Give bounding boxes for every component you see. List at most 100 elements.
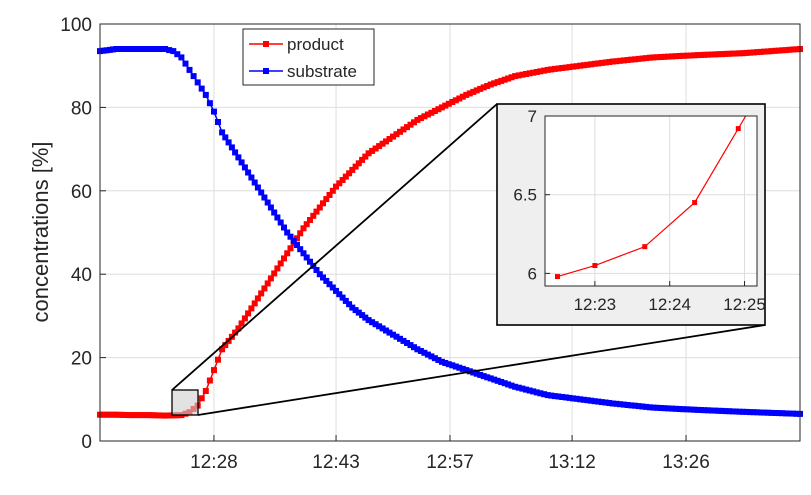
data-point-product xyxy=(541,67,548,74)
data-point-product xyxy=(562,64,569,71)
data-point-substrate xyxy=(566,394,573,401)
data-point-substrate xyxy=(789,410,796,417)
data-point-substrate xyxy=(537,390,544,397)
data-point-product xyxy=(390,133,396,140)
inset-y-tick-label-7: 7 xyxy=(528,107,537,126)
data-point-product xyxy=(329,187,336,194)
data-point-substrate xyxy=(747,409,754,416)
data-point-substrate xyxy=(508,382,515,389)
data-point-substrate xyxy=(628,402,635,409)
data-point-substrate xyxy=(274,214,281,221)
data-point-substrate xyxy=(136,46,143,52)
data-point-substrate xyxy=(376,323,383,330)
data-point-product xyxy=(397,128,403,135)
inset-y-tick-label-6-5: 6.5 xyxy=(513,186,537,205)
data-point-product xyxy=(372,145,379,152)
data-point-substrate xyxy=(407,342,414,349)
data-point-product xyxy=(365,150,372,157)
data-point-substrate xyxy=(519,385,526,392)
data-point-substrate xyxy=(162,46,169,52)
data-point-product xyxy=(431,108,438,114)
data-point-substrate xyxy=(512,383,519,390)
data-point-product xyxy=(743,49,750,56)
data-point-substrate xyxy=(303,254,310,261)
data-point-product xyxy=(473,87,480,94)
data-point-substrate xyxy=(155,46,162,52)
data-point-substrate xyxy=(779,410,786,417)
inset-data-point xyxy=(692,200,698,206)
data-point-substrate xyxy=(431,355,438,362)
data-point-product xyxy=(676,53,683,59)
data-point-substrate xyxy=(624,402,631,408)
data-point-product xyxy=(113,411,120,418)
zoom-connector-top xyxy=(171,103,498,391)
data-point-product xyxy=(786,46,793,53)
data-point-substrate xyxy=(202,91,209,98)
data-point-substrate xyxy=(428,353,435,360)
data-point-substrate xyxy=(132,46,139,52)
data-point-product xyxy=(320,200,326,207)
data-point-product xyxy=(782,47,789,54)
legend-item-substrate: substrate xyxy=(249,62,357,81)
data-point-substrate xyxy=(643,403,650,410)
y-tick-label-60: 60 xyxy=(71,182,92,203)
data-point-substrate xyxy=(390,331,396,338)
inset-x-tick-label-12-23: 12:23 xyxy=(574,295,617,314)
data-point-substrate xyxy=(456,364,463,371)
data-point-product xyxy=(613,58,620,65)
data-point-substrate xyxy=(733,408,739,415)
data-point-product xyxy=(103,411,110,418)
data-point-product xyxy=(459,93,466,100)
data-point-substrate xyxy=(355,309,362,316)
data-point-substrate xyxy=(248,174,255,181)
data-point-product xyxy=(369,147,376,154)
data-point-product xyxy=(126,412,133,419)
data-point-substrate xyxy=(264,199,271,206)
data-point-substrate xyxy=(103,47,110,54)
data-point-product xyxy=(152,412,159,419)
data-point-product xyxy=(165,412,172,419)
data-point-product xyxy=(300,225,307,232)
data-point-product xyxy=(379,140,386,147)
data-point-substrate xyxy=(719,407,726,414)
y-tick-label-0: 0 xyxy=(81,432,92,453)
inset-data-point xyxy=(735,126,741,132)
legend-marker-product xyxy=(263,41,269,47)
data-point-product xyxy=(698,52,705,58)
data-point-substrate xyxy=(178,54,185,61)
data-point-product xyxy=(665,53,672,60)
data-point-substrate xyxy=(336,291,343,298)
data-point-substrate xyxy=(417,348,424,354)
data-point-substrate xyxy=(106,46,113,53)
data-point-product xyxy=(650,54,657,61)
data-point-product xyxy=(215,356,221,363)
data-point-product xyxy=(400,126,407,133)
data-point-product xyxy=(155,412,162,419)
data-point-substrate xyxy=(411,344,417,351)
inset-series xyxy=(554,115,747,280)
data-point-product xyxy=(779,47,786,54)
data-point-product xyxy=(414,116,421,123)
data-point-substrate xyxy=(215,119,221,125)
data-point-substrate xyxy=(487,375,494,382)
data-point-substrate xyxy=(687,406,694,413)
data-point-product xyxy=(407,121,414,128)
data-point-substrate xyxy=(149,46,156,52)
data-point-substrate xyxy=(498,379,505,385)
data-point-product xyxy=(768,48,775,55)
data-point-product xyxy=(326,192,333,198)
data-point-substrate xyxy=(452,363,459,370)
y-tick-label-100: 100 xyxy=(60,15,92,36)
data-point-product xyxy=(346,170,353,177)
data-point-substrate xyxy=(480,373,487,380)
zoom-connector-bottom xyxy=(197,324,766,416)
data-point-product xyxy=(740,50,746,57)
data-point-product xyxy=(349,166,356,173)
data-point-substrate xyxy=(562,394,569,401)
data-point-substrate xyxy=(393,333,400,340)
data-point-product xyxy=(142,412,149,419)
data-point-substrate xyxy=(635,403,642,410)
data-point-substrate xyxy=(194,79,201,86)
data-point-product xyxy=(362,153,369,160)
data-point-product xyxy=(456,95,463,102)
